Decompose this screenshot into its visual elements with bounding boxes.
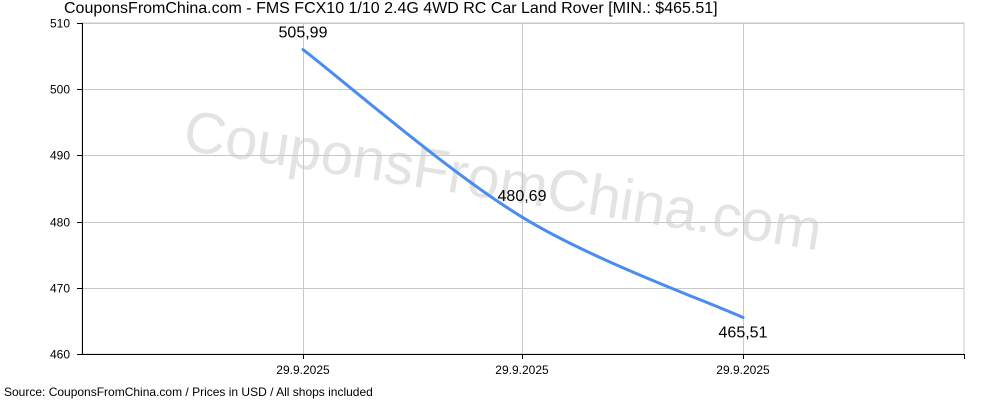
x-tick-label: 29.9.2025 [716, 363, 770, 377]
x-tick-label: 29.9.2025 [495, 363, 549, 377]
y-tick-label: 460 [50, 348, 70, 362]
data-label: 480,69 [498, 188, 547, 205]
watermark-text: CouponsFromChina.com [180, 98, 827, 263]
y-tick-label: 510 [50, 17, 70, 31]
series-line [301, 48, 745, 320]
x-tick-label: 29.9.2025 [276, 363, 330, 377]
y-tick-label: 500 [50, 83, 70, 97]
y-tick-label: 480 [50, 216, 70, 230]
y-tick-label: 470 [50, 282, 70, 296]
chart-source-note: Source: CouponsFromChina.com / Prices in… [4, 385, 373, 399]
y-tick-label: 490 [50, 149, 70, 163]
data-label: 465,51 [719, 325, 768, 342]
chart-title: CouponsFromChina.com - FMS FCX10 1/10 2.… [64, 0, 718, 17]
data-label: 505,99 [279, 25, 328, 42]
